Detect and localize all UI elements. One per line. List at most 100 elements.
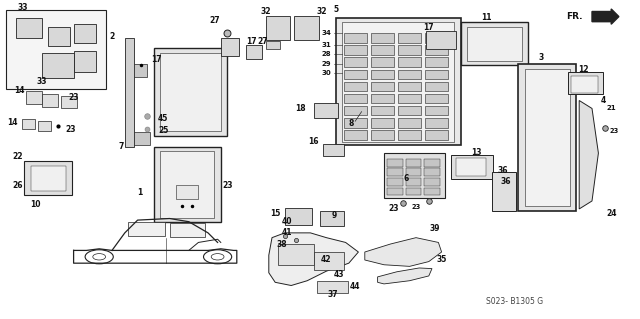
Text: 34: 34 (321, 31, 332, 36)
Text: 23: 23 (610, 128, 619, 134)
Text: FR.: FR. (566, 12, 582, 21)
Bar (371, 57, 394, 67)
Bar (406, 159, 421, 167)
Bar (344, 45, 367, 55)
Text: 6: 6 (404, 174, 409, 183)
Bar (398, 57, 421, 67)
Text: 8: 8 (348, 119, 353, 128)
Bar (246, 45, 262, 59)
Text: 32: 32 (316, 7, 326, 16)
Bar (425, 94, 448, 103)
Bar (154, 48, 227, 136)
Text: 24: 24 (606, 209, 616, 218)
Bar (285, 208, 312, 225)
Bar (38, 121, 51, 131)
Text: 11: 11 (481, 13, 492, 22)
Bar (134, 132, 150, 145)
Bar (398, 82, 421, 91)
Text: 10: 10 (30, 200, 40, 209)
Bar (344, 118, 367, 128)
Text: 36: 36 (500, 177, 511, 186)
Text: S023- B1305 G: S023- B1305 G (486, 297, 543, 306)
Bar (387, 188, 403, 195)
Bar (384, 153, 445, 198)
Text: 14: 14 (8, 118, 18, 127)
Text: 9: 9 (332, 211, 337, 220)
Bar (425, 82, 448, 91)
Text: 33: 33 (17, 4, 28, 12)
Bar (371, 130, 394, 140)
Bar (221, 38, 239, 56)
Text: 5: 5 (333, 5, 339, 14)
Text: 7: 7 (119, 142, 124, 151)
FancyArrow shape (592, 9, 619, 24)
Bar (425, 57, 448, 67)
Bar (461, 22, 528, 65)
Bar (371, 106, 394, 115)
Text: 44: 44 (350, 282, 360, 291)
Bar (336, 18, 461, 145)
Text: 31: 31 (321, 42, 332, 48)
Text: 29: 29 (321, 61, 332, 67)
Bar (371, 45, 394, 55)
Bar (61, 96, 77, 108)
Bar (568, 72, 603, 94)
Bar (323, 144, 344, 156)
Text: 23: 23 (412, 204, 420, 210)
Text: 30: 30 (321, 70, 332, 76)
Text: 35: 35 (436, 256, 447, 264)
Bar (425, 45, 448, 55)
Bar (451, 155, 493, 179)
Bar (398, 94, 421, 103)
Bar (314, 103, 338, 118)
Polygon shape (365, 238, 442, 266)
Bar (344, 106, 367, 115)
Bar (398, 130, 421, 140)
Text: 4: 4 (600, 96, 605, 105)
Text: 18: 18 (296, 104, 306, 113)
Text: 22: 22 (13, 152, 23, 161)
Bar (518, 64, 576, 211)
Bar (387, 178, 403, 186)
Text: 27: 27 (257, 37, 268, 46)
Text: 45: 45 (158, 114, 168, 122)
Bar (571, 76, 598, 93)
Bar (320, 211, 344, 226)
Bar (344, 82, 367, 91)
Bar (456, 158, 486, 176)
Bar (160, 53, 221, 131)
Bar (42, 94, 58, 107)
Text: 41: 41 (282, 228, 292, 237)
Bar (398, 45, 421, 55)
Text: 43: 43 (334, 270, 344, 279)
Bar (398, 118, 421, 128)
Bar (426, 31, 456, 49)
Bar (314, 252, 344, 270)
Polygon shape (378, 268, 432, 284)
Text: 27: 27 (209, 16, 220, 25)
Bar (424, 168, 440, 176)
Bar (74, 51, 96, 72)
Bar (26, 91, 42, 104)
Polygon shape (269, 233, 358, 286)
Text: 23: 23 (388, 204, 399, 213)
Text: 32: 32 (260, 7, 271, 16)
Text: 33: 33 (36, 77, 47, 86)
Bar (344, 57, 367, 67)
Bar (294, 16, 319, 40)
Text: 28: 28 (321, 51, 332, 57)
Bar (387, 159, 403, 167)
Bar (42, 53, 74, 78)
Bar (425, 118, 448, 128)
Bar (278, 244, 314, 265)
Text: 23: 23 (65, 125, 76, 134)
Bar (425, 33, 448, 43)
Text: 1: 1 (137, 189, 142, 197)
Text: 25: 25 (158, 126, 168, 135)
Bar (398, 70, 421, 79)
Text: 17: 17 (424, 23, 434, 32)
Bar (342, 22, 454, 142)
Bar (344, 70, 367, 79)
Bar (406, 188, 421, 195)
Bar (74, 24, 96, 43)
